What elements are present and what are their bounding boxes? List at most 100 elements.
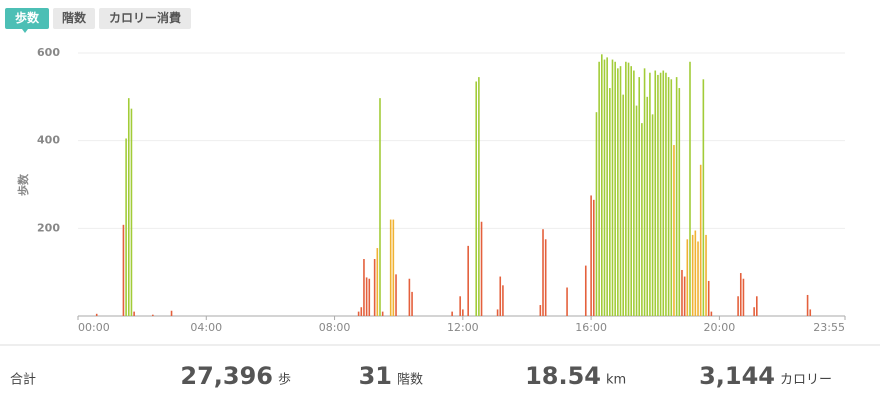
x-tick-label: 20:00 — [704, 321, 736, 334]
bar — [742, 278, 745, 316]
y-tick-label: 600 — [37, 46, 60, 59]
bar — [622, 94, 624, 317]
x-tick-label: 23:55 — [813, 321, 845, 334]
x-tick-label: 00:00 — [78, 321, 110, 334]
bar — [152, 314, 154, 316]
bar — [809, 309, 812, 316]
bar — [381, 311, 384, 316]
bar — [619, 66, 622, 317]
bar — [598, 61, 600, 317]
bar — [595, 112, 598, 316]
summary-label: 合計 — [10, 372, 36, 388]
bar — [662, 70, 665, 317]
bar — [459, 296, 461, 316]
bar — [502, 285, 504, 316]
bar — [641, 123, 643, 316]
bar — [737, 296, 739, 316]
bar — [611, 59, 614, 316]
bar — [697, 241, 699, 316]
bar — [125, 138, 127, 316]
bar — [678, 88, 681, 316]
bar — [756, 296, 758, 316]
tab-label[interactable]: カロリー消費 — [109, 10, 181, 25]
tab-label[interactable]: 階数 — [62, 10, 87, 25]
bar — [657, 74, 659, 317]
bar — [133, 311, 135, 316]
bar — [590, 195, 592, 316]
bar — [365, 277, 368, 316]
x-tick-label: 12:00 — [447, 321, 479, 334]
y-axis-label: 歩数 — [16, 173, 30, 196]
bar — [392, 219, 395, 316]
bar — [451, 311, 453, 316]
bar — [603, 59, 606, 316]
bar — [651, 114, 654, 316]
bar — [373, 259, 376, 316]
bar — [627, 62, 630, 316]
bar — [475, 81, 477, 316]
bar — [478, 77, 480, 316]
bar — [601, 54, 603, 316]
y-tick-label: 200 — [37, 221, 60, 234]
bar — [130, 108, 133, 316]
bar — [667, 77, 670, 316]
bar — [357, 311, 360, 316]
bar — [566, 287, 568, 316]
bar — [638, 77, 641, 316]
bar — [670, 79, 673, 316]
bar — [127, 98, 130, 316]
bar — [683, 276, 686, 316]
tab-label[interactable]: 歩数 — [15, 10, 40, 25]
bar — [395, 274, 397, 316]
bar — [625, 61, 627, 317]
tab[interactable] — [99, 8, 191, 29]
bar — [705, 234, 707, 316]
bar — [689, 61, 691, 317]
summary-value: 18.54 — [525, 362, 601, 390]
summary-unit: km — [606, 373, 626, 388]
bar — [707, 280, 710, 316]
bar — [389, 219, 392, 316]
summary-unit: 階数 — [397, 373, 423, 388]
bar — [675, 77, 678, 316]
tab[interactable] — [53, 8, 95, 29]
bar — [368, 278, 371, 316]
bar — [467, 245, 469, 316]
bar — [659, 72, 662, 316]
bar — [630, 66, 633, 317]
bar — [710, 311, 713, 316]
bar — [643, 68, 646, 316]
bar — [170, 310, 173, 316]
bar — [606, 57, 608, 317]
bar — [681, 269, 683, 316]
bar — [739, 273, 742, 316]
bar — [584, 265, 587, 316]
bar — [635, 105, 638, 316]
bar — [496, 309, 499, 316]
bar — [592, 199, 595, 316]
bar — [544, 239, 547, 316]
bar — [646, 96, 649, 316]
bar — [462, 309, 464, 316]
bar — [753, 307, 755, 316]
tab-pointer — [22, 29, 28, 33]
summary-value: 27,396 — [180, 362, 273, 390]
bar — [654, 70, 657, 317]
bar — [691, 234, 694, 316]
bar — [379, 98, 381, 316]
bar — [95, 313, 98, 316]
bar — [806, 294, 809, 316]
bar — [360, 307, 363, 316]
bar — [539, 305, 542, 316]
tab-active[interactable] — [5, 8, 49, 29]
summary-unit: 歩 — [278, 373, 291, 388]
bar — [609, 88, 611, 316]
bar — [411, 291, 413, 316]
bar — [633, 70, 635, 317]
x-tick-label: 04:00 — [190, 321, 222, 334]
bar — [376, 248, 379, 316]
bar — [702, 79, 705, 316]
y-tick-label: 400 — [37, 134, 60, 147]
bar — [694, 230, 697, 316]
bar — [122, 224, 125, 316]
